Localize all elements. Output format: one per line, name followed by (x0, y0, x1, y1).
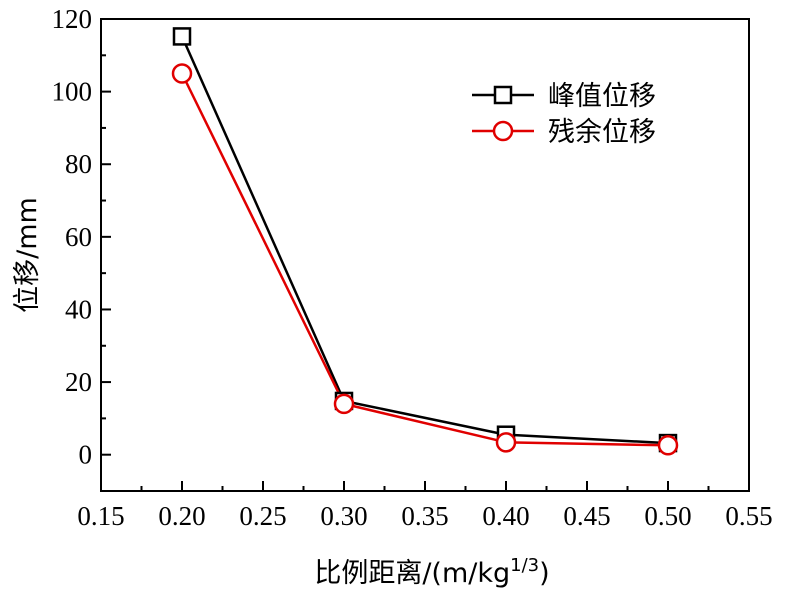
series-2-point (657, 435, 679, 456)
series-1-point (172, 27, 192, 46)
x-axis-title-main: 比例距离/(m/kg (314, 558, 510, 589)
legend: 峰值位移 残余位移 (472, 81, 656, 148)
x-axis-title: 比例距离/(m/kg1/3) (314, 555, 549, 589)
x-tick-label: 0.50 (644, 501, 691, 531)
y-tick-label: 60 (65, 222, 92, 252)
legend-label-residual: 残余位移 (548, 117, 656, 148)
y-tick-label: 120 (52, 4, 93, 34)
y-tick-label: 100 (52, 77, 93, 107)
legend-label-peak: 峰值位移 (548, 81, 656, 112)
y-tick-label: 0 (79, 440, 93, 470)
legend-marker-residual (492, 120, 514, 142)
x-tick-label: 0.15 (77, 501, 124, 531)
x-tick-label: 0.25 (239, 501, 286, 531)
x-tick-label: 0.55 (725, 501, 772, 531)
y-axis-ticks: 0 20 40 60 80 100 120 (52, 4, 111, 492)
series-2-point (495, 432, 517, 453)
y-axis-title: 位移/mm (12, 197, 43, 313)
y-tick-label: 80 (65, 149, 92, 179)
series-line-2 (180, 72, 669, 447)
x-tick-label: 0.20 (158, 501, 205, 531)
x-axis-title-superscript: 1/3 (510, 555, 539, 576)
x-axis-title-close: ) (539, 558, 550, 589)
series-2-point (333, 393, 355, 415)
series-layer (171, 27, 679, 456)
x-tick-label: 0.40 (482, 501, 529, 531)
x-tick-label: 0.30 (320, 501, 367, 531)
series-line-1 (180, 35, 669, 445)
x-axis-ticks: 0.15 0.20 0.25 0.30 0.35 0.40 0.45 0.50 0.55 (77, 481, 773, 531)
legend-marker-peak (493, 85, 513, 105)
y-tick-label: 40 (65, 294, 92, 324)
series-2-point (171, 63, 193, 84)
y-tick-label: 20 (65, 367, 92, 397)
x-tick-label: 0.35 (401, 501, 448, 531)
x-tick-label: 0.45 (563, 501, 610, 531)
